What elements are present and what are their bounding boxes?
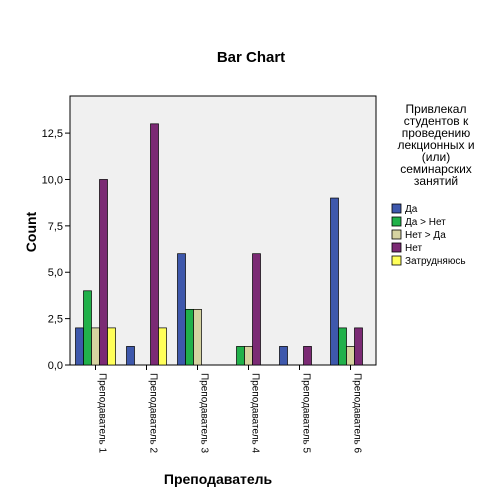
- bar: [303, 346, 312, 366]
- bar: [150, 123, 159, 366]
- legend-swatch: [391, 203, 402, 214]
- bar: [126, 346, 135, 366]
- bar: [107, 327, 116, 366]
- bar: [354, 327, 363, 366]
- y-tick-label: 2,5: [48, 314, 63, 326]
- legend-title-line: лекционных и: [397, 138, 474, 152]
- bar: [83, 290, 92, 366]
- legend-title-line: занятий: [414, 174, 458, 188]
- bar: [330, 197, 339, 366]
- legend-label: Нет: [405, 243, 422, 254]
- bar: [99, 179, 108, 366]
- plot-background: [69, 95, 377, 366]
- legend-swatch: [391, 255, 402, 266]
- bar: [346, 346, 355, 366]
- legend-label: Да > Нет: [405, 217, 446, 228]
- bar: [177, 253, 186, 366]
- x-axis-title: Преподаватель: [164, 471, 273, 487]
- y-axis: 0,0 2,5 5,0 7,5 10,0 12,5: [42, 128, 70, 372]
- y-tick-label: 7,5: [48, 221, 63, 233]
- x-tick-label: Преподаватель 6: [352, 373, 363, 454]
- y-tick-label: 10,0: [42, 174, 63, 186]
- bar: [279, 346, 288, 366]
- bar: [244, 346, 253, 366]
- bar: [91, 327, 100, 366]
- legend-label: Нет > Да: [405, 230, 446, 241]
- legend-title-line: Привлекал: [406, 102, 467, 116]
- legend-swatch: [391, 229, 402, 240]
- legend-title-line: проведению: [402, 126, 471, 140]
- bar: [158, 327, 167, 366]
- x-tick-label: Преподаватель 2: [148, 373, 159, 454]
- y-tick-label: 5,0: [48, 267, 63, 279]
- x-tick-label: Преподаватель 1: [97, 373, 108, 454]
- legend-title-line: (или): [422, 150, 450, 164]
- bar: [236, 346, 245, 366]
- bar: [338, 327, 347, 366]
- legend-title-line: студентов к: [404, 114, 469, 128]
- x-axis: Преподаватель 1 Преподаватель 2 Преподават…: [95, 365, 363, 454]
- y-tick-label: 12,5: [42, 128, 63, 140]
- y-axis-title: Count: [23, 211, 39, 252]
- legend-label: Затрудняюсь: [405, 256, 466, 267]
- bar: [193, 308, 202, 366]
- legend-swatch: [391, 216, 402, 227]
- x-tick-label: Преподаватель 3: [199, 373, 210, 454]
- plot-area: [69, 95, 377, 366]
- bar: [252, 253, 261, 366]
- x-tick-label: Преподаватель 5: [301, 373, 312, 454]
- legend-title-line: семинарских: [400, 162, 472, 176]
- legend-label: Да: [405, 204, 418, 215]
- chart-title: Bar Chart: [217, 49, 285, 66]
- bar: [75, 327, 84, 366]
- legend-swatch: [391, 242, 402, 253]
- x-tick-label: Преподаватель 4: [250, 373, 261, 454]
- bar: [185, 308, 194, 366]
- y-tick-label: 0,0: [48, 360, 63, 372]
